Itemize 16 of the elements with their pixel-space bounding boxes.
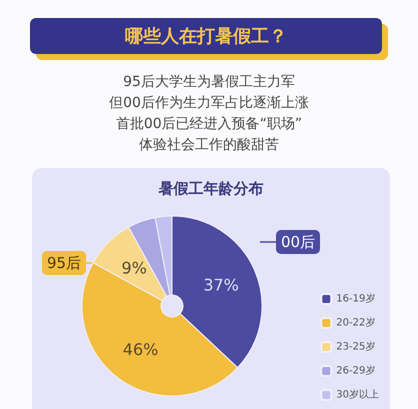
chart-title: 暑假工年龄分布 (158, 180, 264, 198)
text: 哪些人在打暑假工？ (30, 18, 382, 54)
text: 但00后作为生力军占比逐渐上涨 (108, 94, 310, 113)
legend-label: 30岁以上 (336, 388, 380, 400)
text: 体验社会工作的酸甜苦 (138, 136, 280, 155)
text: 95后大学生为暑假工主力军 (122, 73, 296, 92)
legend-label: 26-29岁 (336, 364, 376, 376)
data-label: 9% (121, 258, 147, 278)
text: 95后 (46, 254, 82, 272)
legend-label: 20-22岁 (336, 316, 376, 328)
data-label: 46% (122, 340, 158, 359)
legend-label: 23-25岁 (336, 340, 376, 352)
data-label: 37% (203, 275, 239, 294)
text: 00后 (280, 233, 316, 251)
legend-label: 16-19岁 (336, 292, 376, 304)
text: 首批00后已经进入预备“职场” (114, 115, 304, 134)
